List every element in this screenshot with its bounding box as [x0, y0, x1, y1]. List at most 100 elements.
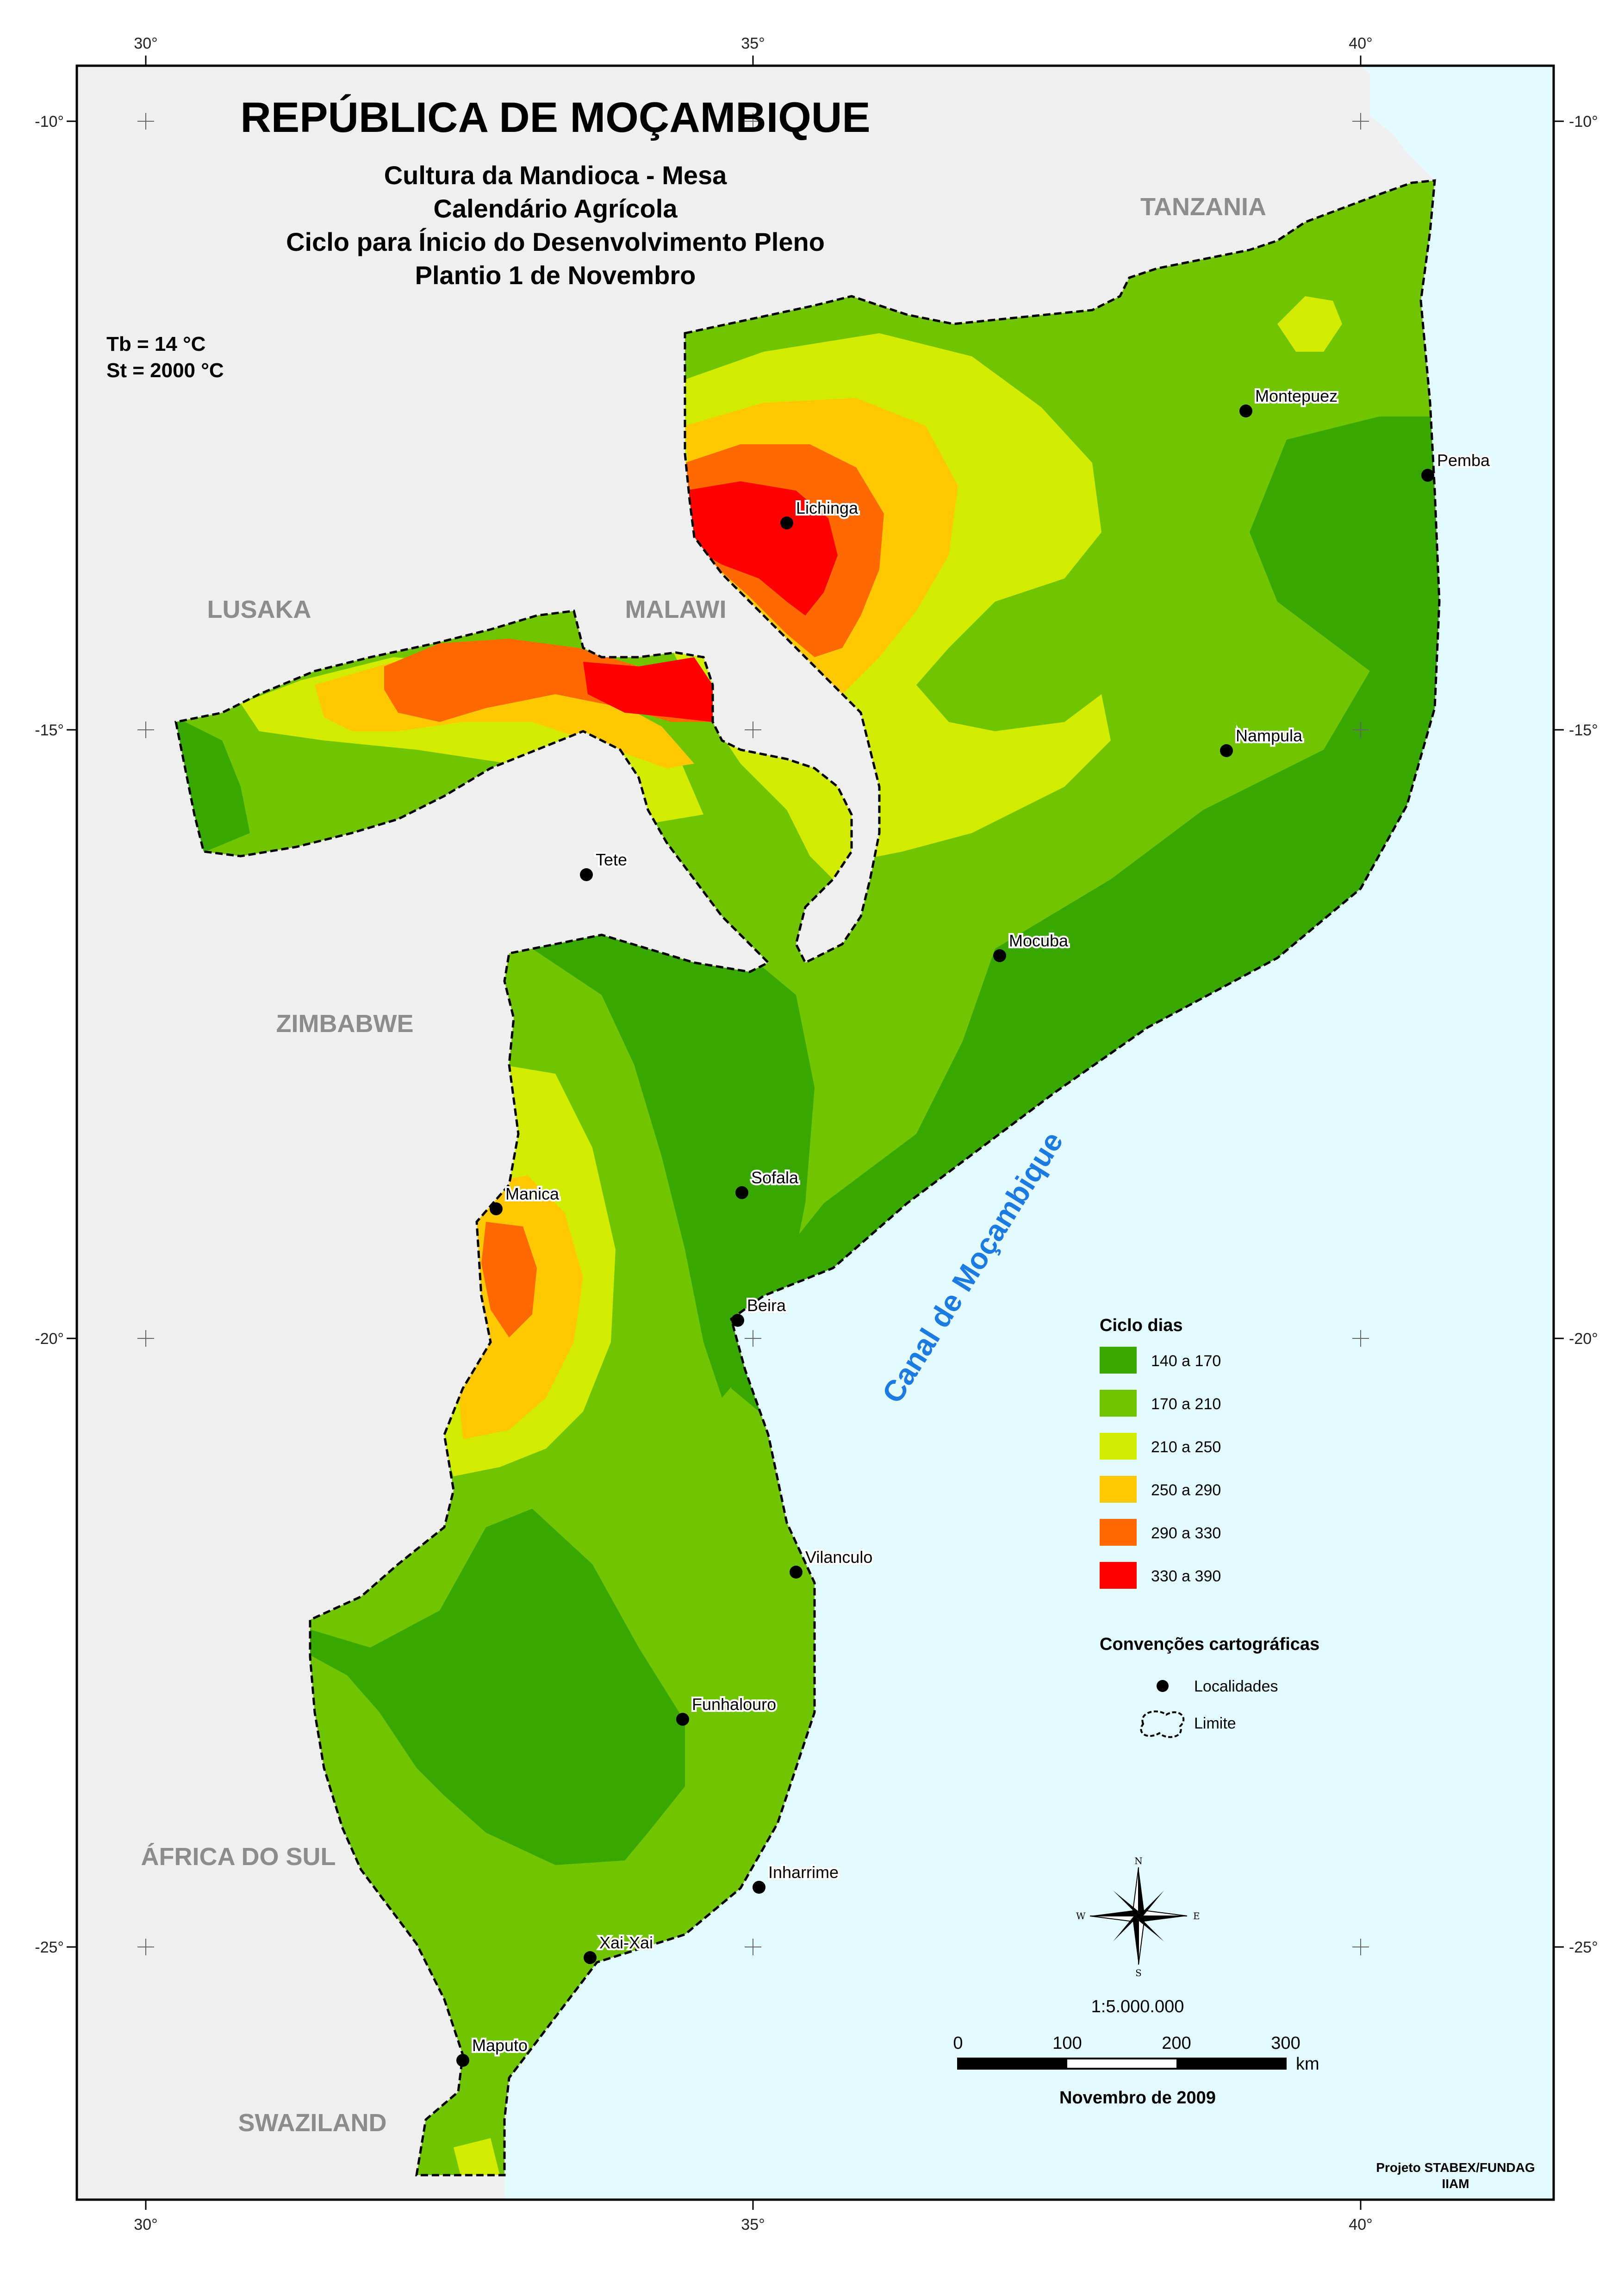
- locality-label: Beira: [747, 1296, 786, 1315]
- subtitle-line-2: Calendário Agrícola: [434, 194, 678, 223]
- compass-w: W: [1076, 1910, 1086, 1922]
- lat-label-left-0: -10°: [35, 113, 64, 131]
- parameter-st: St = 2000 °C: [106, 359, 224, 382]
- lat-label-right-1: -15°: [1569, 721, 1598, 739]
- locality-label: Nampula: [1236, 726, 1303, 745]
- country-label-malawi: MALAWI: [625, 596, 727, 623]
- graticule-cross: [745, 1330, 761, 1347]
- scale-unit: km: [1296, 2054, 1319, 2074]
- zone-330-390-tete: [583, 657, 713, 722]
- zone-140-170-south: [278, 1509, 685, 1865]
- locality-marker: [993, 949, 1006, 962]
- locality-maputo: Maputo: [456, 2034, 529, 2067]
- graticule-cross: [137, 1330, 154, 1347]
- lon-label-bottom-2: 40°: [1349, 2216, 1372, 2233]
- graticule-cross: [745, 113, 761, 130]
- locality-label: Pemba: [1437, 451, 1490, 470]
- locality-marker: [1220, 744, 1233, 757]
- graticule: 30° 30° 35° 35° 40° 40° -10° -10° -15° -15° -20° -2…: [35, 35, 1598, 2233]
- graticule-cross: [1352, 1939, 1369, 1955]
- locality-marker: [1421, 469, 1434, 482]
- lon-label-top-1: 35°: [741, 35, 765, 52]
- country-label-africa-do-sul: ÁFRICA DO SUL: [141, 1843, 336, 1871]
- map-title: REPÚBLICA DE MOÇAMBIQUE: [240, 93, 870, 141]
- legend-swatch-0: [1100, 1347, 1137, 1374]
- zone-210-250-maputo: [454, 2138, 500, 2175]
- subtitle-line-3: Ciclo para Ínicio do Desenvolvimento Ple…: [286, 227, 825, 256]
- locality-label: Funhalouro: [692, 1695, 776, 1714]
- locality-montepuez: Montepuez: [1239, 385, 1339, 417]
- legend-swatch-4: [1100, 1519, 1137, 1546]
- compass-n: N: [1134, 1855, 1143, 1866]
- country-label-zimbabwe: ZIMBABWE: [276, 1010, 414, 1038]
- graticule-cross: [137, 113, 154, 130]
- credit-project: Projeto STABEX/FUNDAG: [1376, 2160, 1535, 2175]
- locality-beira: Beira: [731, 1294, 788, 1327]
- locality-label: Montepuez: [1255, 386, 1338, 405]
- scale-tick-0: 0: [953, 2034, 963, 2053]
- locality-symbol: [1157, 1680, 1169, 1692]
- country-labels: TANZANIA MALAWI LUSAKA ZIMBABWE ÁFRICA D…: [141, 193, 1266, 2137]
- legend-label-4: 290 a 330: [1151, 1524, 1221, 1542]
- graticule-cross: [745, 1939, 761, 1955]
- scale-block: 1:5.000.000 0 100 200 300 km Novembro de…: [953, 1997, 1319, 2108]
- locality-marker: [790, 1566, 803, 1579]
- graticule-cross: [1352, 721, 1369, 738]
- locality-label: Maputo: [472, 2036, 528, 2055]
- locality-tete: Tete: [580, 848, 629, 881]
- locality-label: Manica: [505, 1184, 560, 1203]
- graticule-cross: [1352, 1330, 1369, 1347]
- locality-label: Tete: [596, 850, 627, 869]
- locality-label: Mocuba: [1009, 931, 1069, 950]
- locality-marker: [580, 868, 593, 881]
- locality-marker: [584, 1951, 597, 1964]
- lat-label-right-0: -10°: [1569, 113, 1598, 131]
- graticule-cross: [137, 721, 154, 738]
- parameter-tb: Tb = 14 °C: [106, 333, 205, 355]
- compass-e: E: [1193, 1910, 1200, 1922]
- legend-title: Ciclo dias: [1100, 1316, 1183, 1335]
- lon-label-top-0: 30°: [134, 35, 157, 52]
- graticule-cross: [745, 721, 761, 738]
- scale-ratio: 1:5.000.000: [1091, 1997, 1184, 2016]
- legend-swatch-5: [1100, 1562, 1137, 1589]
- zone-140-170-zambezi: [380, 824, 815, 1398]
- localities: Montepuez Pemba Lichinga Nampula Tete Mocuba S…: [456, 385, 1492, 2067]
- legend-label-1: 170 a 210: [1151, 1395, 1221, 1413]
- compass-rose: N S E W: [1076, 1855, 1200, 1978]
- legend-label-3: 250 a 290: [1151, 1481, 1221, 1499]
- graticule-cross: [1352, 113, 1369, 130]
- zone-290-330-manica: [481, 1222, 537, 1337]
- legend-swatch-3: [1100, 1476, 1137, 1503]
- lat-label-right-3: -25°: [1569, 1939, 1598, 1956]
- lat-label-left-3: -25°: [35, 1939, 64, 1956]
- lat-label-right-2: -20°: [1569, 1330, 1598, 1348]
- locality-funhalouro: Funhalouro: [676, 1693, 778, 1726]
- graticule-cross: [137, 1939, 154, 1955]
- locality-nampula: Nampula: [1220, 724, 1305, 757]
- locality-marker: [780, 516, 793, 529]
- map-date: Novembro de 2009: [1059, 2088, 1216, 2108]
- conventions-limite: Limite: [1194, 1715, 1236, 1732]
- map-frame: [75, 64, 1555, 2201]
- locality-vilanculo: Vilanculo: [790, 1546, 874, 1579]
- title-block: REPÚBLICA DE MOÇAMBIQUE Cultura da Mandi…: [106, 93, 871, 382]
- lon-label-top-2: 40°: [1349, 35, 1372, 52]
- sea-area: [504, 66, 1554, 2200]
- legend-swatch-2: [1100, 1433, 1137, 1460]
- locality-manica: Manica: [490, 1182, 561, 1215]
- scale-tick-200: 200: [1162, 2034, 1191, 2053]
- locality-marker: [753, 1881, 765, 1894]
- zone-330-390-niassa: [685, 481, 838, 616]
- credit-iiam: IIAM: [1442, 2177, 1469, 2191]
- locality-label: Lichinga: [796, 498, 859, 517]
- locality-marker: [1239, 404, 1252, 417]
- legend-label-2: 210 a 250: [1151, 1438, 1221, 1456]
- country-label-swaziland: SWAZILAND: [238, 2109, 387, 2137]
- scale-tick-300: 300: [1271, 2034, 1300, 2053]
- lat-label-left-2: -20°: [35, 1330, 64, 1348]
- legend: Ciclo dias 140 a 170 170 a 210 210 a 250 25…: [1100, 1316, 1319, 1738]
- locality-lichinga: Lichinga: [780, 497, 860, 529]
- locality-pemba: Pemba: [1421, 449, 1492, 482]
- locality-label: Xai-Xai: [599, 1933, 653, 1952]
